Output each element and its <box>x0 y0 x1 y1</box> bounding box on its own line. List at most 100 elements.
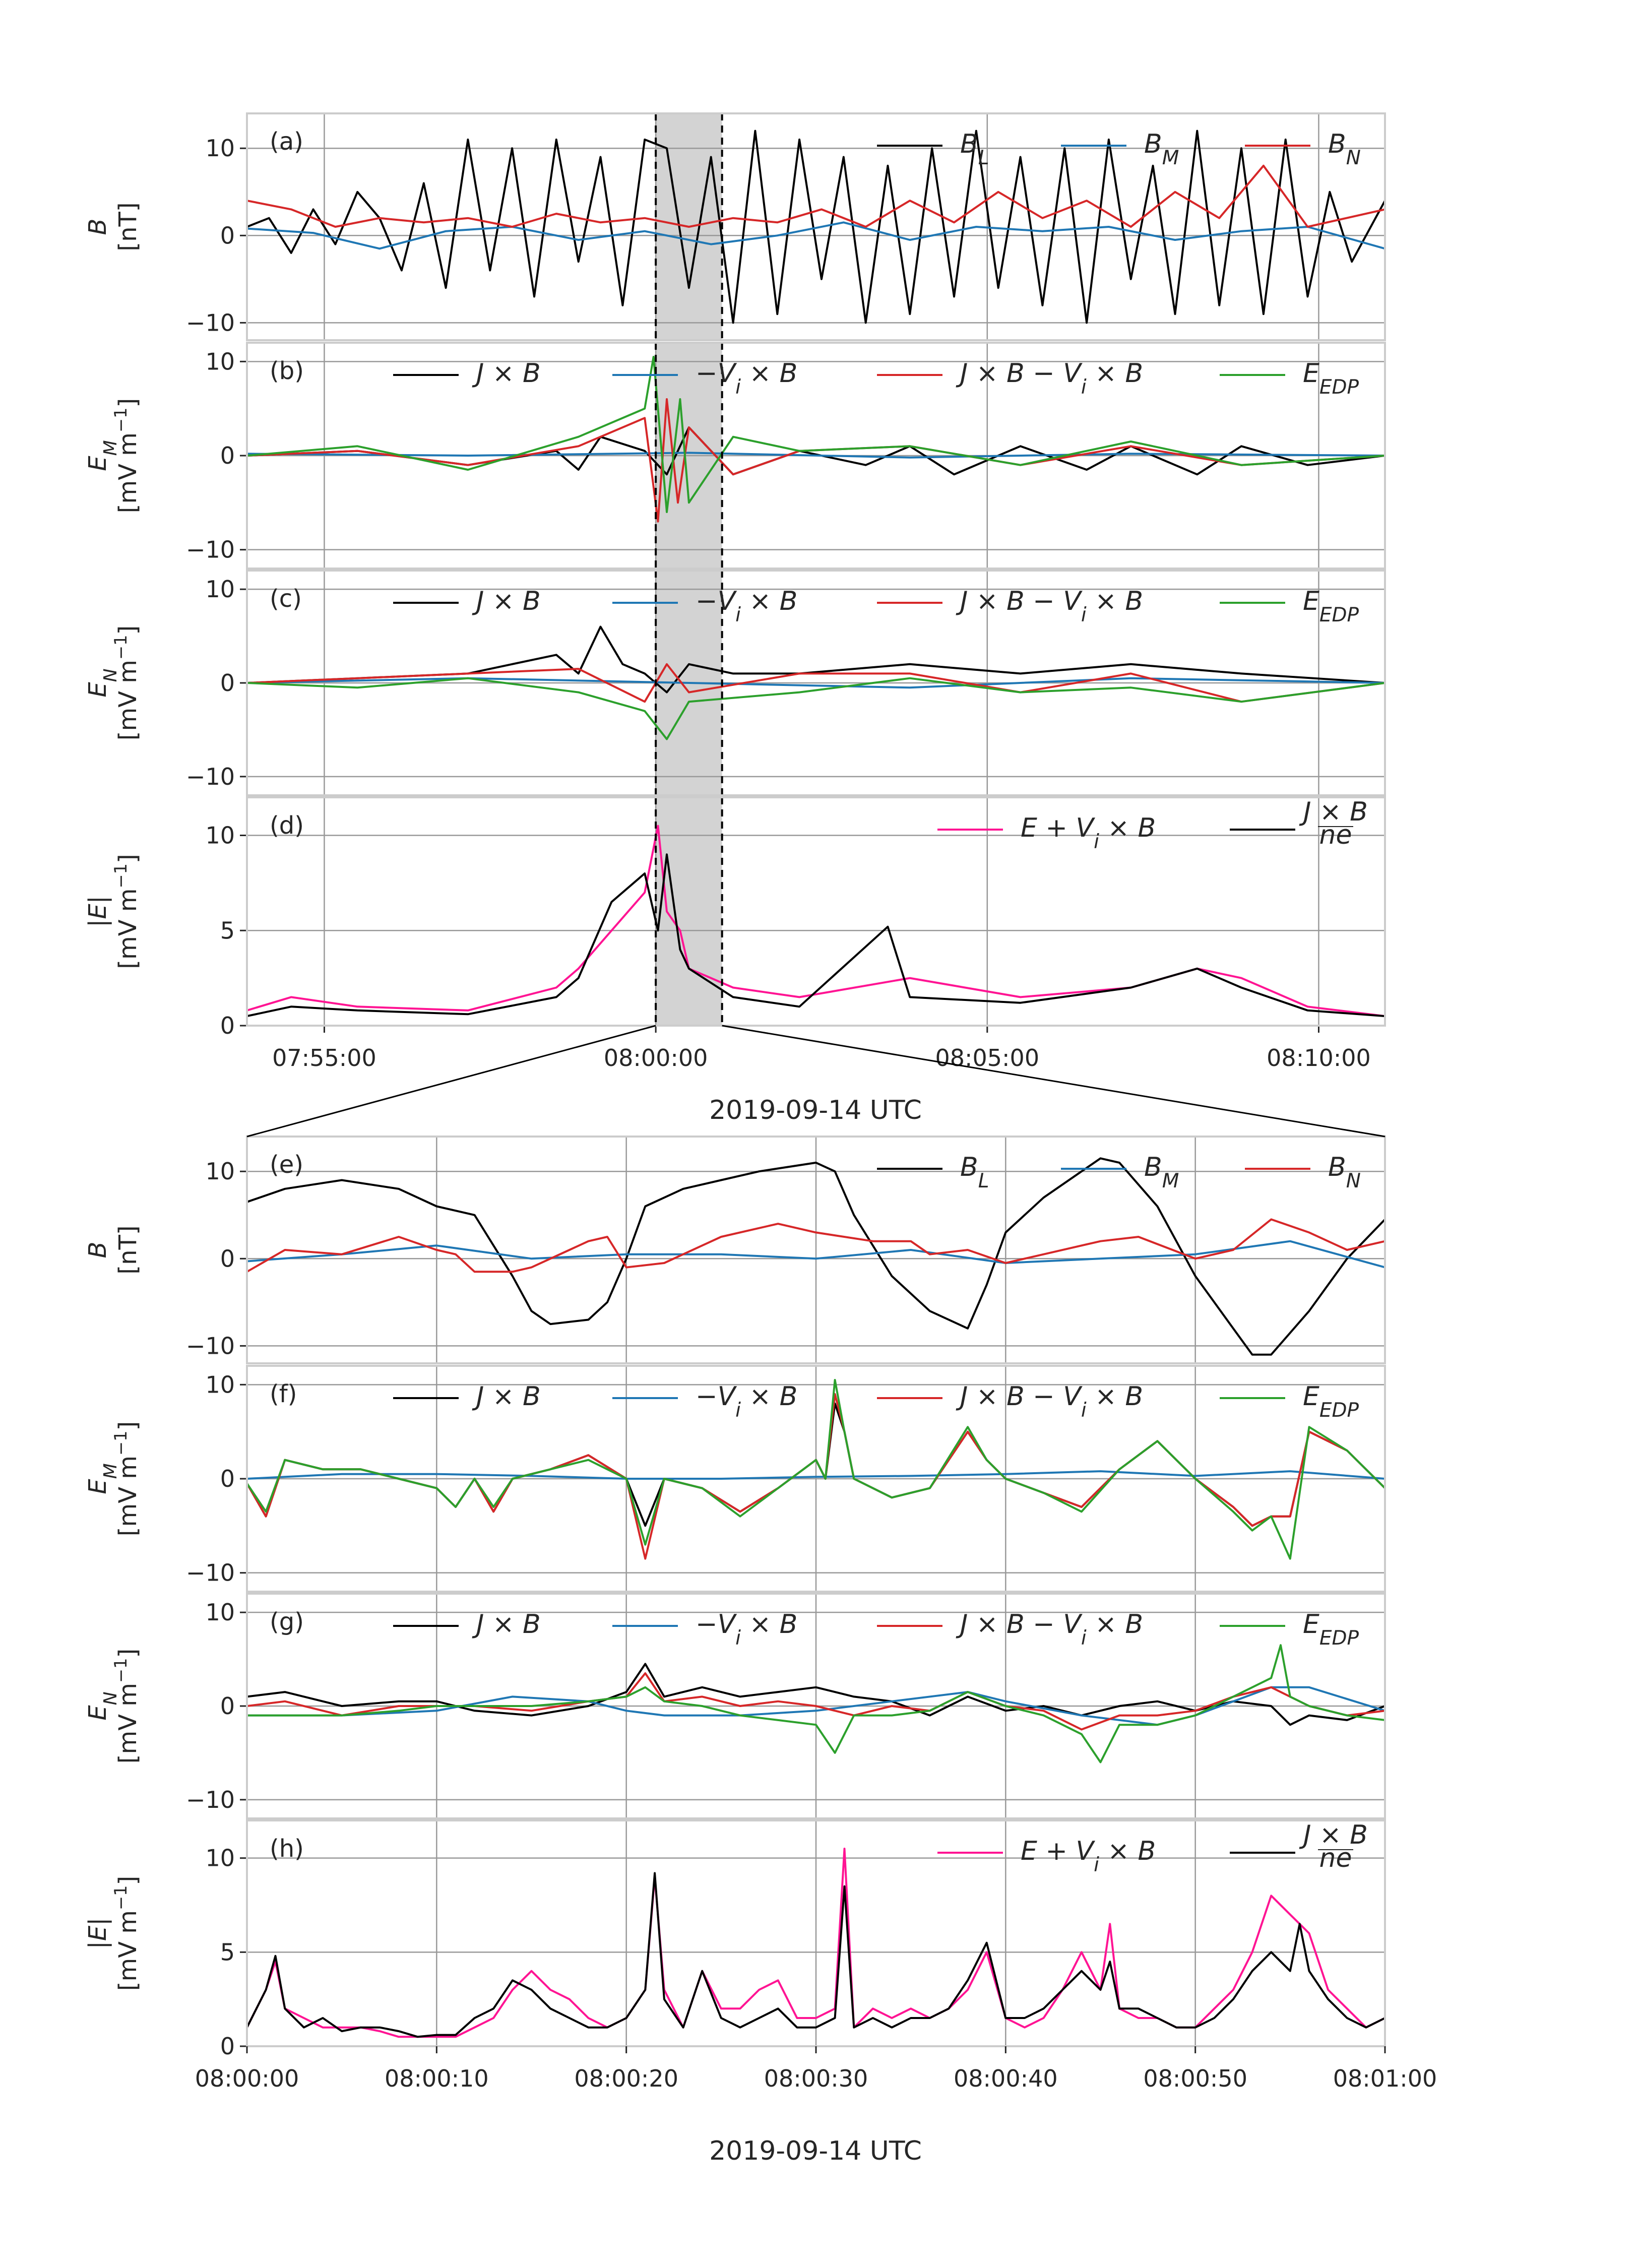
series-group <box>247 1379 1385 1560</box>
legend-label: E + Vi × B <box>1021 813 1156 853</box>
legend-label: −Vi × B <box>696 358 797 399</box>
x-tick-label: 08:00:00 <box>195 2065 299 2092</box>
y-tick-label: 10 <box>205 348 235 375</box>
panel-tag: (d) <box>270 811 304 840</box>
legend-label: EEDP <box>1303 586 1359 626</box>
series-group <box>247 1157 1385 1356</box>
panel-tag: (g) <box>270 1608 304 1636</box>
y-axis-label: EN <box>84 1691 121 1720</box>
legend-label: J × B − Vi × B <box>956 358 1143 399</box>
panel-e: −10 0 10 (e) B [nT] BL BM BN <box>84 1136 1386 1364</box>
x-tick-label: 08:00:50 <box>1143 2065 1247 2092</box>
legend-label: J × B <box>472 586 541 616</box>
y-tick-label: −10 <box>186 763 235 790</box>
series-b-m <box>247 221 1385 250</box>
series-j-b-ne <box>247 853 1385 1018</box>
y-tick-label: 0 <box>220 442 235 469</box>
series-group <box>247 625 1385 740</box>
y-axis-label: EN <box>84 668 121 697</box>
series-e-edp <box>247 1644 1385 1763</box>
legend-label: J × B <box>472 1381 541 1412</box>
panel-frame <box>246 342 1386 570</box>
legend-label: BM <box>1144 1152 1179 1192</box>
x-tick-label: 08:00:20 <box>574 2065 678 2092</box>
panel-h: 0 5 10 (h) |E| [mV m−1] E + Vi × B J × Bne <box>84 1819 1386 2060</box>
legend-label: J × B − Vi × B <box>956 1609 1143 1650</box>
y-tick-label: 0 <box>220 1692 235 1720</box>
legend-label: J × B <box>1299 1820 1368 1850</box>
series-b-m <box>247 1240 1385 1269</box>
x-axis-title-top: 2019-09-14 UTC <box>709 1095 922 1125</box>
zoom-connector-right <box>722 1025 1385 1138</box>
panel-c: −10 0 10 (c) EN[mV m−1] J × B −Vi × B J × B − V… <box>84 570 1386 796</box>
panel-frame <box>246 1365 1386 1593</box>
y-tick-label: 10 <box>205 1845 235 1872</box>
y-tick-label: 10 <box>205 135 235 162</box>
series--v-i-b <box>247 1686 1385 1726</box>
x-tick-label: 08:00:10 <box>385 2065 489 2092</box>
series-group <box>247 1848 1385 2038</box>
panel-d: 0 5 10 (d) |E| [mV m−1] E + Vi × B J × Bne <box>84 796 1386 1039</box>
y-tick-label: 10 <box>205 1158 235 1185</box>
y-tick-label: −10 <box>186 309 235 336</box>
y-tick-label: −10 <box>186 1559 235 1587</box>
y-axis-unit: [nT] <box>114 202 142 251</box>
zoom-connector-left <box>246 1025 656 1138</box>
y-axis-label: EM <box>84 1463 121 1494</box>
y-axis-label: B <box>84 1242 112 1258</box>
y-axis-unit: [mV m−1] <box>111 1876 143 1991</box>
series-b-n <box>247 1218 1385 1273</box>
x-tick-label: 08:00:00 <box>604 1044 708 1072</box>
legend-label: −Vi × B <box>696 586 797 626</box>
legend-label: J × B − Vi × B <box>956 586 1143 626</box>
legend-label: BL <box>960 1152 989 1192</box>
legend-label: EEDP <box>1303 1609 1359 1650</box>
y-tick-label: 0 <box>220 669 235 697</box>
panel-frame <box>246 570 1386 796</box>
y-tick-label: 10 <box>205 1371 235 1398</box>
series-group <box>247 1644 1385 1763</box>
legend-label: BM <box>1144 129 1179 169</box>
y-axis-unit: [mV m−1] <box>111 398 143 514</box>
series-j-b-ne <box>247 1872 1385 2038</box>
legend-label: EEDP <box>1303 358 1359 399</box>
y-axis-unit: [mV m−1] <box>111 1421 143 1537</box>
y-axis-unit: [nT] <box>114 1225 142 1274</box>
series-group <box>247 356 1385 523</box>
panel-b: −10 0 10 (b) EM[mV m−1] J × B −Vi × B J × B − V… <box>84 342 1386 570</box>
series-j-b-v-i-b <box>247 398 1385 523</box>
y-tick-label: 5 <box>220 1938 235 1966</box>
legend-label: BN <box>1328 1152 1361 1192</box>
x-tick-label: 08:00:40 <box>954 2065 1058 2092</box>
legend-label: J × B <box>1299 797 1368 827</box>
series--v-i-b <box>247 677 1385 689</box>
legend-label: J × B <box>472 1609 541 1640</box>
y-tick-label: 0 <box>220 1245 235 1272</box>
legend-label: ne <box>1319 820 1352 850</box>
x-tick-label: 08:01:00 <box>1333 2065 1437 2092</box>
shaded-interval <box>656 797 722 1026</box>
y-tick-label: −10 <box>186 1786 235 1813</box>
panel-tag: (f) <box>270 1380 297 1408</box>
series-b-l <box>247 130 1385 324</box>
y-tick-label: 5 <box>220 917 235 944</box>
panel-tag: (e) <box>270 1151 303 1179</box>
panel-frame <box>246 112 1386 341</box>
series-b-n <box>247 164 1385 228</box>
legend-label: BN <box>1328 129 1361 169</box>
y-axis-label: B <box>84 219 112 235</box>
y-tick-label: 0 <box>220 222 235 249</box>
x-axis-title-bottom: 2019-09-14 UTC <box>709 2136 922 2166</box>
panel-tag: (a) <box>270 128 303 156</box>
x-tick-label: 08:00:30 <box>764 2065 868 2092</box>
y-tick-label: 0 <box>220 2033 235 2060</box>
series--v-i-b <box>247 1470 1385 1480</box>
y-axis-label: EM <box>84 440 121 471</box>
x-tick-label: 07:55:00 <box>272 1044 376 1072</box>
y-axis-label: |E| <box>84 896 112 927</box>
y-tick-label: 10 <box>205 1599 235 1626</box>
panel-tag: (c) <box>270 585 302 613</box>
y-tick-label: 10 <box>205 822 235 849</box>
x-tick-label: 08:10:00 <box>1267 1044 1371 1072</box>
